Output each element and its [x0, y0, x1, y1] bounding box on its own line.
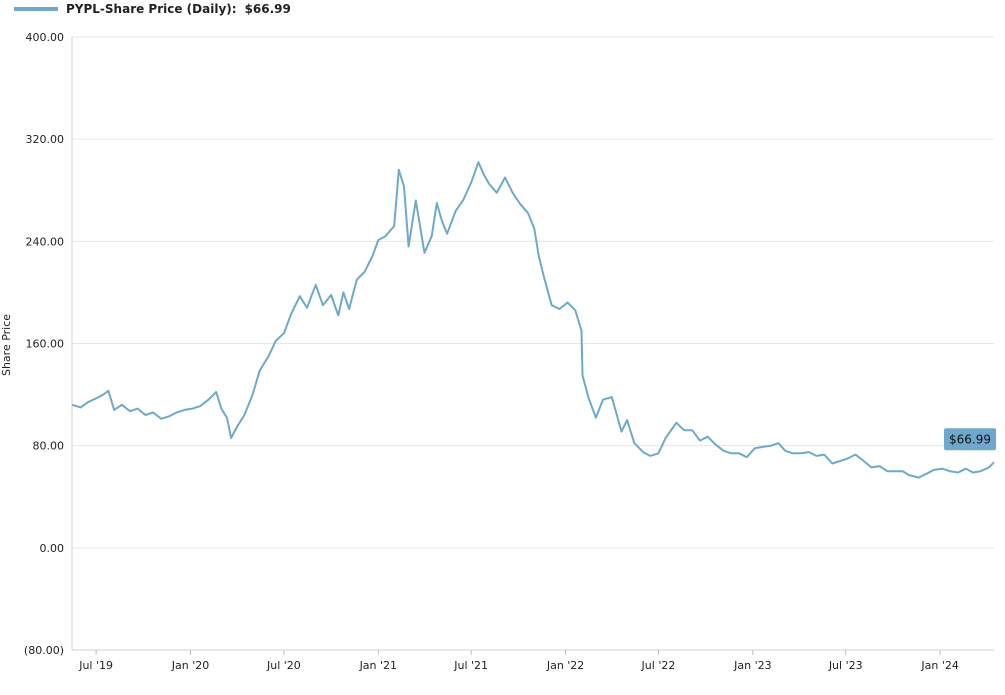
x-tick-label: Jan '20: [171, 659, 209, 672]
x-tick-label: Jul '19: [78, 659, 113, 672]
y-tick-label: 0.00: [40, 542, 65, 555]
legend-series-name: PYPL-Share Price (Daily):: [66, 2, 237, 16]
x-tick-label: Jan '23: [733, 659, 771, 672]
x-tick-label: Jan '24: [920, 659, 958, 672]
y-axis-label: Share Price: [0, 314, 13, 376]
y-tick-labels: (80.00) 0.00 80.00 160.00 240.00 320.00 400.00: [24, 31, 64, 657]
x-tick-label: Jul '21: [453, 659, 488, 672]
legend-swatch: [14, 7, 58, 11]
y-tick-label: 320.00: [26, 133, 65, 146]
gridlines: [72, 36, 994, 651]
legend-last-value: $66.99: [244, 2, 291, 16]
x-tick-label: Jan '21: [359, 659, 397, 672]
x-tick-label: Jul '22: [641, 659, 676, 672]
y-tick-label: 160.00: [26, 338, 65, 351]
y-tick-label: (80.00): [24, 644, 64, 657]
chart-legend: PYPL-Share Price (Daily): $66.99: [14, 0, 291, 18]
x-tick-label: Jan '22: [546, 659, 584, 672]
y-tick-label: 400.00: [26, 31, 65, 44]
last-value-callout-label: $66.99: [949, 432, 991, 446]
x-tick-label: Jul '20: [266, 659, 301, 672]
y-tick-label: 240.00: [26, 235, 65, 248]
x-tick-label: Jul '23: [828, 659, 863, 672]
y-tick-label: 80.00: [33, 440, 65, 453]
series-line-pypl: [71, 161, 995, 479]
x-tick-labels: Jul '19 Jan '20 Jul '20 Jan '21 Jul '21 Jan '…: [78, 650, 959, 672]
last-value-callout: $66.99: [944, 428, 996, 451]
last-value-callout-box: [944, 428, 996, 451]
